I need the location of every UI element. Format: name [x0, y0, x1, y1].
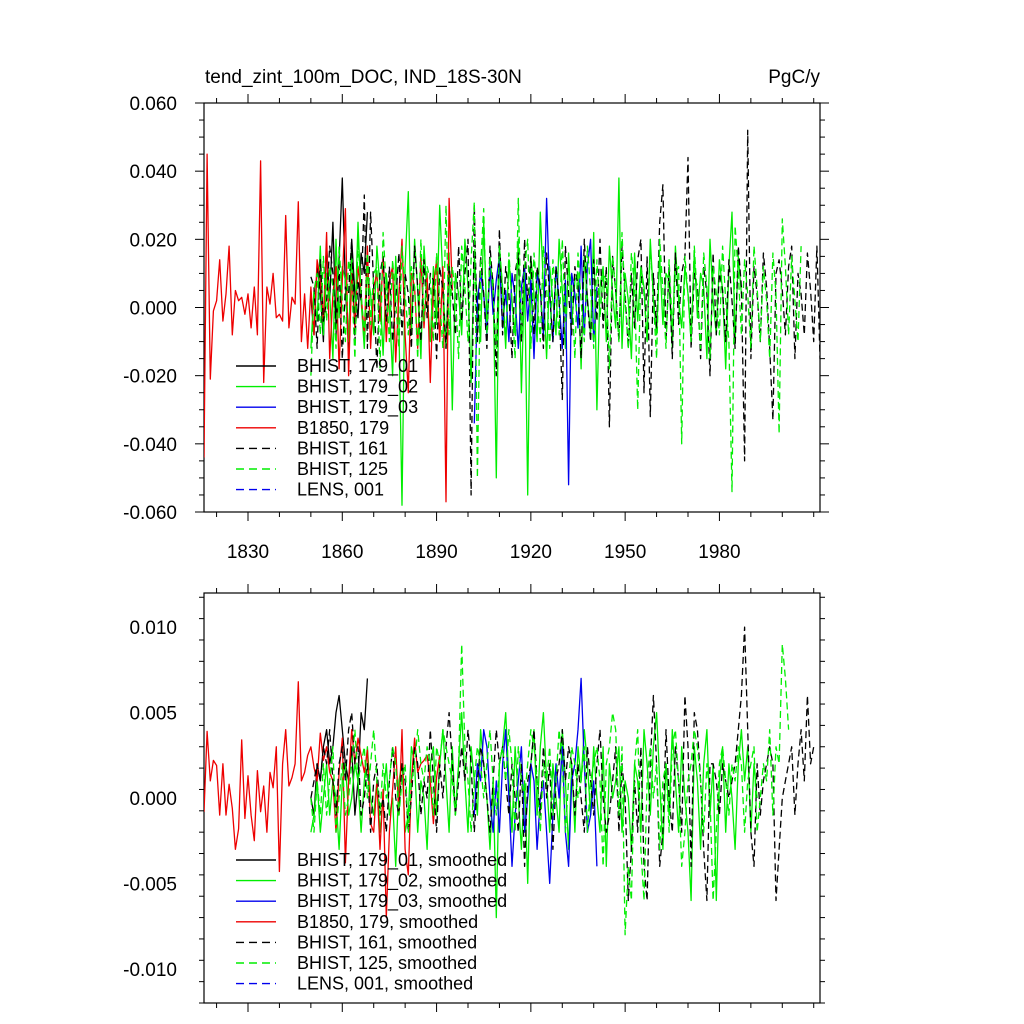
y-tick-label: -0.060 [123, 503, 177, 524]
series-line-2 [310, 177, 743, 506]
series-line-4 [204, 681, 441, 919]
legend-label: BHIST, 161, smoothed [297, 932, 477, 952]
series-line-3 [473, 197, 598, 486]
y-tick-label: 0.040 [129, 162, 177, 183]
y-tick-label: 0.005 [129, 704, 177, 725]
x-tick-label: 1890 [415, 542, 457, 563]
y-tick-label: 0.000 [129, 299, 177, 320]
y-tick-label: 0.060 [129, 94, 177, 115]
series-group [204, 129, 820, 506]
legend-label: BHIST, 179_03, smoothed [297, 891, 507, 912]
series-line-3 [473, 677, 598, 885]
y-tick-label: 0.000 [129, 789, 177, 810]
y-tick-label: -0.040 [123, 435, 177, 456]
legend-label: BHIST, 161 [297, 438, 388, 458]
y-tick-label: 0.020 [129, 230, 177, 251]
series-line-6 [310, 197, 802, 493]
x-tick-label: 1920 [510, 542, 552, 563]
y-tick-label: -0.020 [123, 367, 177, 388]
legend-label: LENS, 001, smoothed [297, 974, 473, 994]
x-tick-label: 1950 [604, 542, 646, 563]
y-tick-label: 0.010 [129, 618, 177, 639]
legend-label: BHIST, 179_03 [297, 397, 418, 418]
legend-label: BHIST, 179_02 [297, 377, 418, 398]
top-panel: -0.060 -0.040 -0.020 0.000 0.020 0.040 0.060 18… [123, 94, 829, 563]
chart-title: tend_zint_100m_DOC, IND_18S-30N [205, 67, 522, 88]
legend-label: B1850, 179, smoothed [297, 912, 478, 932]
x-tick-label: 1830 [227, 542, 269, 563]
series-line-6 [310, 643, 790, 936]
units-label: PgC/y [768, 67, 820, 88]
y-tick-label: -0.005 [123, 874, 177, 895]
legend-label: BHIST, 125, smoothed [297, 953, 477, 973]
y-tick-label: -0.010 [123, 960, 177, 981]
legend-label: BHIST, 179_01, smoothed [297, 850, 507, 871]
legend-label: BHIST, 179_02, smoothed [297, 871, 507, 892]
legend-label: BHIST, 179_01 [297, 356, 418, 377]
legend-label: BHIST, 125 [297, 459, 388, 479]
series-group [204, 626, 815, 936]
bottom-panel: -0.010 -0.005 0.000 0.005 0.010 BHIST, 179_01… [123, 584, 825, 1012]
legend-label: LENS, 001 [297, 480, 384, 500]
legend-label: B1850, 179 [297, 418, 389, 438]
x-tick-label: 1860 [321, 542, 363, 563]
x-tick-label: 1980 [698, 542, 740, 563]
